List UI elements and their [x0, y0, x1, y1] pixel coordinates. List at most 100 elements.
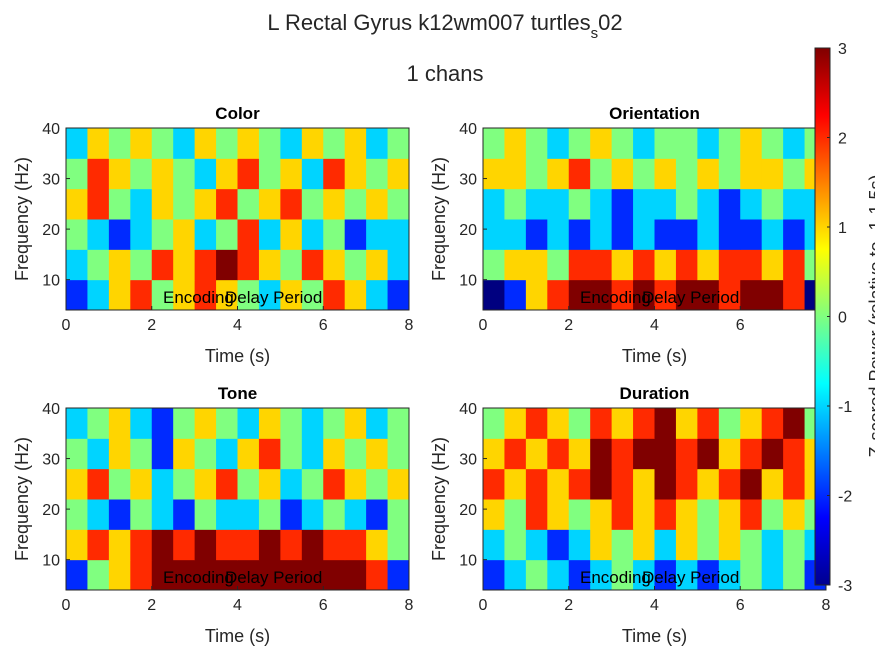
x-tick-label: 6 — [319, 597, 328, 614]
heatmap-cell — [504, 438, 527, 470]
heatmap-cell — [108, 559, 131, 590]
heatmap-cell — [718, 408, 741, 439]
heatmap-cell — [483, 188, 505, 220]
heatmap-cell — [675, 249, 698, 281]
heatmap-cell — [568, 279, 591, 310]
heatmap-cell — [525, 158, 548, 190]
heatmap-cell — [483, 559, 505, 590]
heatmap-cell — [611, 529, 634, 561]
heatmap-cell — [130, 408, 153, 439]
heatmap-cell — [568, 559, 591, 590]
heatmap-cell — [173, 279, 196, 310]
heatmap-cell — [568, 249, 591, 281]
heatmap-cell — [761, 219, 784, 250]
heatmap-cell — [258, 408, 281, 439]
heatmap-cell — [504, 499, 527, 530]
heatmap-cell — [654, 559, 677, 590]
heatmap-cell — [504, 529, 527, 561]
heatmap-cell — [740, 529, 763, 561]
heatmap-cell — [366, 529, 389, 561]
y-tick-label: 30 — [459, 452, 477, 469]
heatmap-cell — [387, 249, 409, 281]
heatmap-cell — [387, 408, 409, 439]
heatmap-cell — [258, 188, 281, 220]
heatmap-cell — [344, 408, 367, 439]
heatmap-cell — [280, 188, 303, 220]
heatmap-cell — [216, 408, 238, 439]
heatmap-cell — [87, 529, 110, 561]
heatmap-cell — [633, 468, 655, 500]
y-tick-label: 20 — [42, 222, 60, 239]
heatmap-cell — [547, 529, 570, 561]
heatmap-cell — [216, 158, 238, 190]
heatmap-cell — [525, 249, 548, 281]
heatmap-cell — [258, 529, 281, 561]
heatmap-cell — [718, 158, 741, 190]
x-tick-label: 0 — [479, 597, 488, 614]
y-axis-label: Frequency (Hz) — [429, 437, 449, 561]
heatmap-cell — [66, 529, 88, 561]
figure-title: L Rectal Gyrus k12wm007 turtless02 — [267, 10, 622, 42]
y-tick-label: 40 — [42, 401, 60, 418]
y-tick-label: 10 — [459, 553, 477, 570]
heatmap-cell — [366, 128, 389, 159]
heatmap-cell — [108, 158, 131, 190]
heatmap-cell — [783, 188, 806, 220]
heatmap-cell — [194, 188, 217, 220]
y-axis-label: Frequency (Hz) — [12, 437, 32, 561]
panel-title: Duration — [620, 384, 690, 403]
heatmap-cell — [301, 499, 324, 530]
x-tick-label: 2 — [147, 317, 156, 334]
heatmap-cell — [258, 438, 281, 470]
heatmap-cell — [547, 128, 570, 159]
y-tick-label: 40 — [42, 121, 60, 138]
heatmap-cell — [783, 219, 806, 250]
heatmap-cell — [590, 279, 613, 310]
heatmap-cell — [590, 128, 613, 159]
x-tick-label: 4 — [233, 317, 242, 334]
heatmap-cell — [525, 559, 548, 590]
heatmap-cell — [387, 499, 409, 530]
heatmap-cell — [761, 559, 784, 590]
heatmap-cell — [568, 499, 591, 530]
x-tick-label: 8 — [405, 317, 414, 334]
heatmap-cell — [237, 559, 260, 590]
heatmap-cell — [633, 559, 655, 590]
heatmap-cell — [366, 249, 389, 281]
heatmap-cell — [280, 438, 303, 470]
heatmap-cell — [151, 188, 174, 220]
heatmap-cell — [66, 219, 88, 250]
heatmap-cell — [611, 408, 634, 439]
heatmap-cell — [237, 188, 260, 220]
heatmap-cell — [568, 438, 591, 470]
heatmap-cell — [87, 158, 110, 190]
heatmap-cell — [718, 499, 741, 530]
heatmap-cell — [280, 279, 303, 310]
heatmap-cell — [194, 468, 217, 500]
heatmap-cell — [675, 438, 698, 470]
heatmap-cell — [216, 438, 238, 470]
heatmap-cell — [108, 529, 131, 561]
heatmap-cell — [173, 219, 196, 250]
heatmap-cell — [654, 438, 677, 470]
heatmap-cell — [675, 499, 698, 530]
heatmap-cell — [237, 219, 260, 250]
heatmap-cell — [611, 249, 634, 281]
heatmap-cell — [740, 188, 763, 220]
colorbar-label: Z-scored Power (relative to -1-1.5s) — [866, 174, 875, 457]
x-axis-label: Time (s) — [622, 626, 687, 646]
heatmap-cell — [633, 188, 655, 220]
heatmap-cell — [675, 468, 698, 500]
heatmap-cell — [740, 158, 763, 190]
heatmap-cell — [130, 499, 153, 530]
heatmap-cell — [66, 468, 88, 500]
heatmap-cell — [280, 468, 303, 500]
heatmap-cell — [194, 559, 217, 590]
heatmap — [483, 128, 826, 310]
y-tick-label: 30 — [42, 172, 60, 189]
x-tick-label: 4 — [650, 597, 659, 614]
heatmap-cell — [323, 128, 346, 159]
heatmap-cell — [66, 279, 88, 310]
heatmap-cell — [675, 408, 698, 439]
